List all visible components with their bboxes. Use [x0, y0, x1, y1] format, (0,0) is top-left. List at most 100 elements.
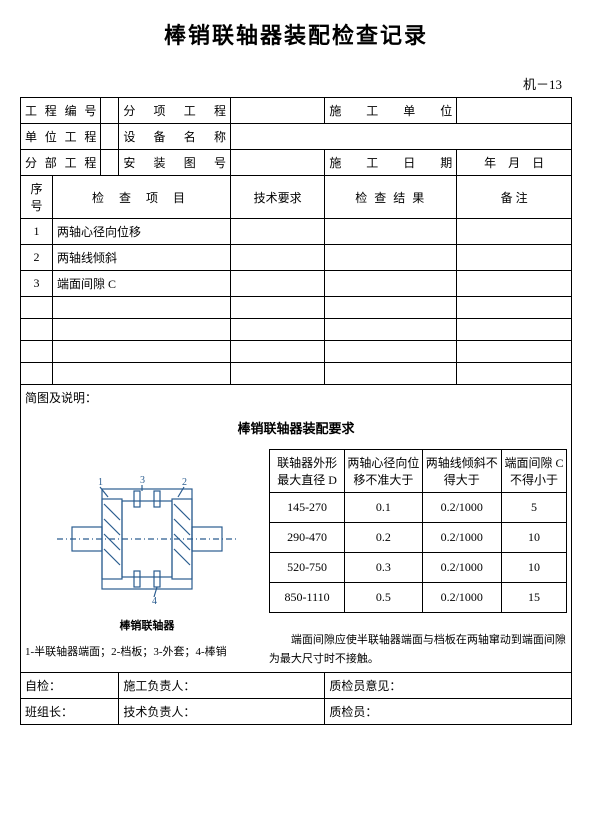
row-result	[325, 271, 457, 297]
row-result	[325, 219, 457, 245]
val-unit-proj	[101, 124, 119, 150]
row-seq	[21, 341, 53, 363]
sig-foreman: 班组长：	[21, 699, 119, 725]
val-unit	[457, 98, 572, 124]
row-remark	[457, 271, 572, 297]
req-cell: 0.5	[345, 583, 422, 613]
table-row: 3 端面间隙 C	[21, 271, 572, 297]
req-cell: 290-470	[269, 523, 344, 553]
row-item: 端面间隙 C	[53, 271, 231, 297]
req-cell: 0.2/1000	[422, 523, 501, 553]
row-seq	[21, 363, 53, 385]
diagram-caption: 棒销联轴器	[25, 617, 269, 633]
sig-tech: 技术负责人：	[119, 699, 325, 725]
svg-text:1: 1	[98, 477, 103, 488]
row-item	[53, 319, 231, 341]
req-cell: 520-750	[269, 553, 344, 583]
sig-self: 自检：	[21, 673, 119, 699]
req-col: 两轴心径向位移不准大于	[345, 450, 422, 493]
row-tech	[231, 363, 325, 385]
req-note: 端面间隙应使半联轴器端面与档板在两轴窜动到端面间隙为最大尺寸时不接触。	[269, 631, 567, 668]
req-cell: 0.2/1000	[422, 583, 501, 613]
sig-qc: 质检员：	[325, 699, 572, 725]
row-result	[325, 319, 457, 341]
main-table: 工程编号 分项工程 施工单位 单位工程 设备名称 分部工程 安装图号 施工日期 …	[20, 97, 572, 725]
req-row: 520-750 0.3 0.2/1000 10	[269, 553, 566, 583]
row-tech	[231, 271, 325, 297]
table-row	[21, 341, 572, 363]
val-drawing	[231, 150, 325, 176]
req-row: 850-1110 0.5 0.2/1000 15	[269, 583, 566, 613]
hdr-date: 施工日期	[325, 150, 457, 176]
req-col: 联轴器外形最大直径 D	[269, 450, 344, 493]
table-row: 2 两轴线倾斜	[21, 245, 572, 271]
col-item: 检 查 项 目	[53, 176, 231, 219]
row-remark	[457, 245, 572, 271]
row-seq: 3	[21, 271, 53, 297]
diagram-legend: 1-半联轴器端面；2-档板；3-外套；4-棒销	[25, 643, 269, 659]
table-row: 1 两轴心径向位移	[21, 219, 572, 245]
row-remark	[457, 219, 572, 245]
row-item	[53, 363, 231, 385]
requirements-table: 联轴器外形最大直径 D 两轴心径向位移不准大于 两轴线倾斜不得大于 端面间隙 C…	[269, 449, 567, 613]
col-remark: 备 注	[457, 176, 572, 219]
req-title: 棒销联轴器装配要求	[25, 418, 567, 437]
row-item	[53, 341, 231, 363]
req-row: 290-470 0.2 0.2/1000 10	[269, 523, 566, 553]
row-seq	[21, 297, 53, 319]
sig-qc-opinion: 质检员意见：	[325, 673, 572, 699]
val-equip	[231, 124, 572, 150]
coupling-diagram: 1 3 2 4	[52, 469, 242, 609]
req-col: 端面间隙 C 不得小于	[501, 450, 566, 493]
description-section: 简图及说明： 棒销联轴器装配要求	[21, 385, 572, 673]
row-remark	[457, 319, 572, 341]
row-tech	[231, 245, 325, 271]
row-tech	[231, 219, 325, 245]
row-seq: 1	[21, 219, 53, 245]
val-date: 年 月 日	[457, 150, 572, 176]
hdr-subitem: 分项工程	[119, 98, 231, 124]
col-result: 检 查 结 果	[325, 176, 457, 219]
row-remark	[457, 297, 572, 319]
row-item: 两轴心径向位移	[53, 219, 231, 245]
col-tech: 技术要求	[231, 176, 325, 219]
req-cell: 0.1	[345, 493, 422, 523]
hdr-unit: 施工单位	[325, 98, 457, 124]
req-row: 145-270 0.1 0.2/1000 5	[269, 493, 566, 523]
row-tech	[231, 319, 325, 341]
val-proj-no	[101, 98, 119, 124]
req-cell: 0.3	[345, 553, 422, 583]
hdr-drawing: 安装图号	[119, 150, 231, 176]
req-cell: 10	[501, 553, 566, 583]
hdr-equip: 设备名称	[119, 124, 231, 150]
row-remark	[457, 363, 572, 385]
req-cell: 5	[501, 493, 566, 523]
req-cell: 15	[501, 583, 566, 613]
row-tech	[231, 297, 325, 319]
row-result	[325, 363, 457, 385]
req-col: 两轴线倾斜不得大于	[422, 450, 501, 493]
val-subitem	[231, 98, 325, 124]
svg-text:2: 2	[182, 477, 187, 488]
req-cell: 850-1110	[269, 583, 344, 613]
val-subdiv	[101, 150, 119, 176]
hdr-unit-proj: 单位工程	[21, 124, 101, 150]
table-row	[21, 297, 572, 319]
row-item: 两轴线倾斜	[53, 245, 231, 271]
row-seq: 2	[21, 245, 53, 271]
sig-cons: 施工负责人：	[119, 673, 325, 699]
hdr-subdiv: 分部工程	[21, 150, 101, 176]
req-cell: 0.2	[345, 523, 422, 553]
svg-text:4: 4	[152, 596, 157, 607]
row-tech	[231, 341, 325, 363]
row-remark	[457, 341, 572, 363]
req-cell: 0.2/1000	[422, 553, 501, 583]
page-title: 棒销联轴器装配检查记录	[20, 18, 572, 50]
hdr-proj-no: 工程编号	[21, 98, 101, 124]
row-result	[325, 297, 457, 319]
col-seq: 序号	[21, 176, 53, 219]
row-result	[325, 341, 457, 363]
row-item	[53, 297, 231, 319]
table-row	[21, 319, 572, 341]
row-seq	[21, 319, 53, 341]
